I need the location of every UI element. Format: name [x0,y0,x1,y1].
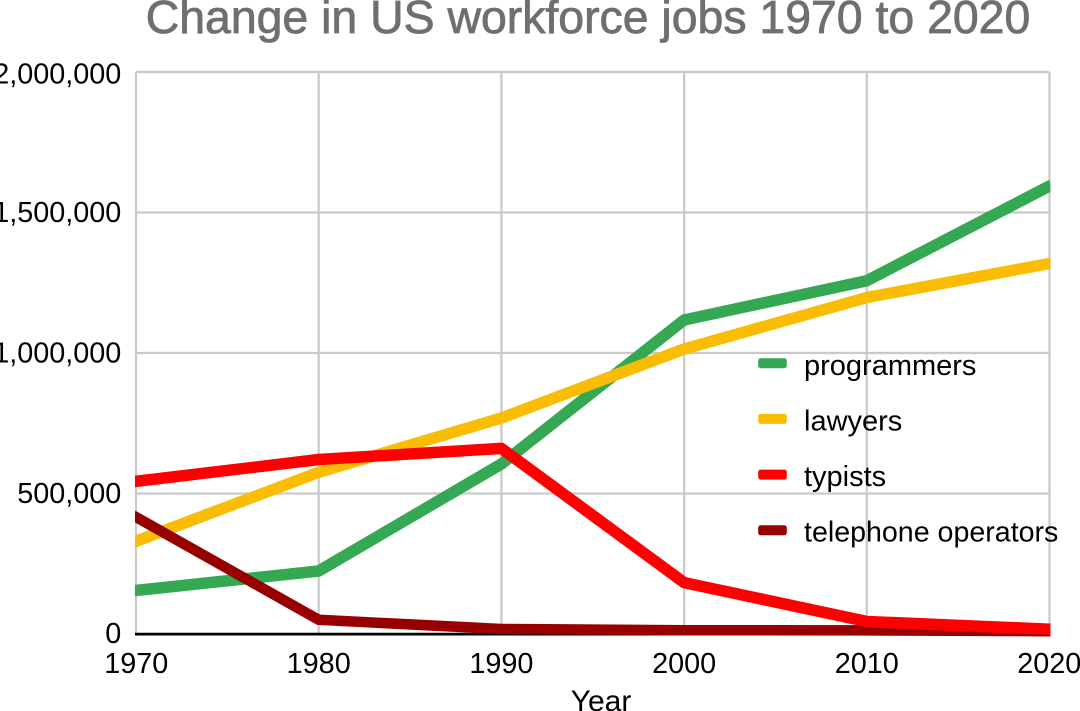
svg-text:2,000,000: 2,000,000 [0,58,121,90]
svg-text:0: 0 [105,618,121,650]
svg-text:1,500,000: 1,500,000 [0,197,121,229]
svg-text:programmers: programmers [804,350,976,382]
svg-text:1990: 1990 [469,648,533,680]
svg-text:500,000: 500,000 [17,478,121,510]
svg-text:1970: 1970 [104,648,168,680]
svg-text:2000: 2000 [652,648,716,680]
svg-text:lawyers: lawyers [804,406,902,438]
svg-text:1980: 1980 [287,648,351,680]
svg-text:typists: typists [804,461,886,493]
svg-text:Change in US workforce jobs 19: Change in US workforce jobs 1970 to 2020 [146,0,1031,43]
svg-text:telephone operators: telephone operators [804,517,1058,549]
svg-text:2010: 2010 [835,648,899,680]
svg-text:Year: Year [571,685,632,711]
svg-text:2020: 2020 [1017,648,1080,680]
svg-text:1,000,000: 1,000,000 [0,337,121,369]
